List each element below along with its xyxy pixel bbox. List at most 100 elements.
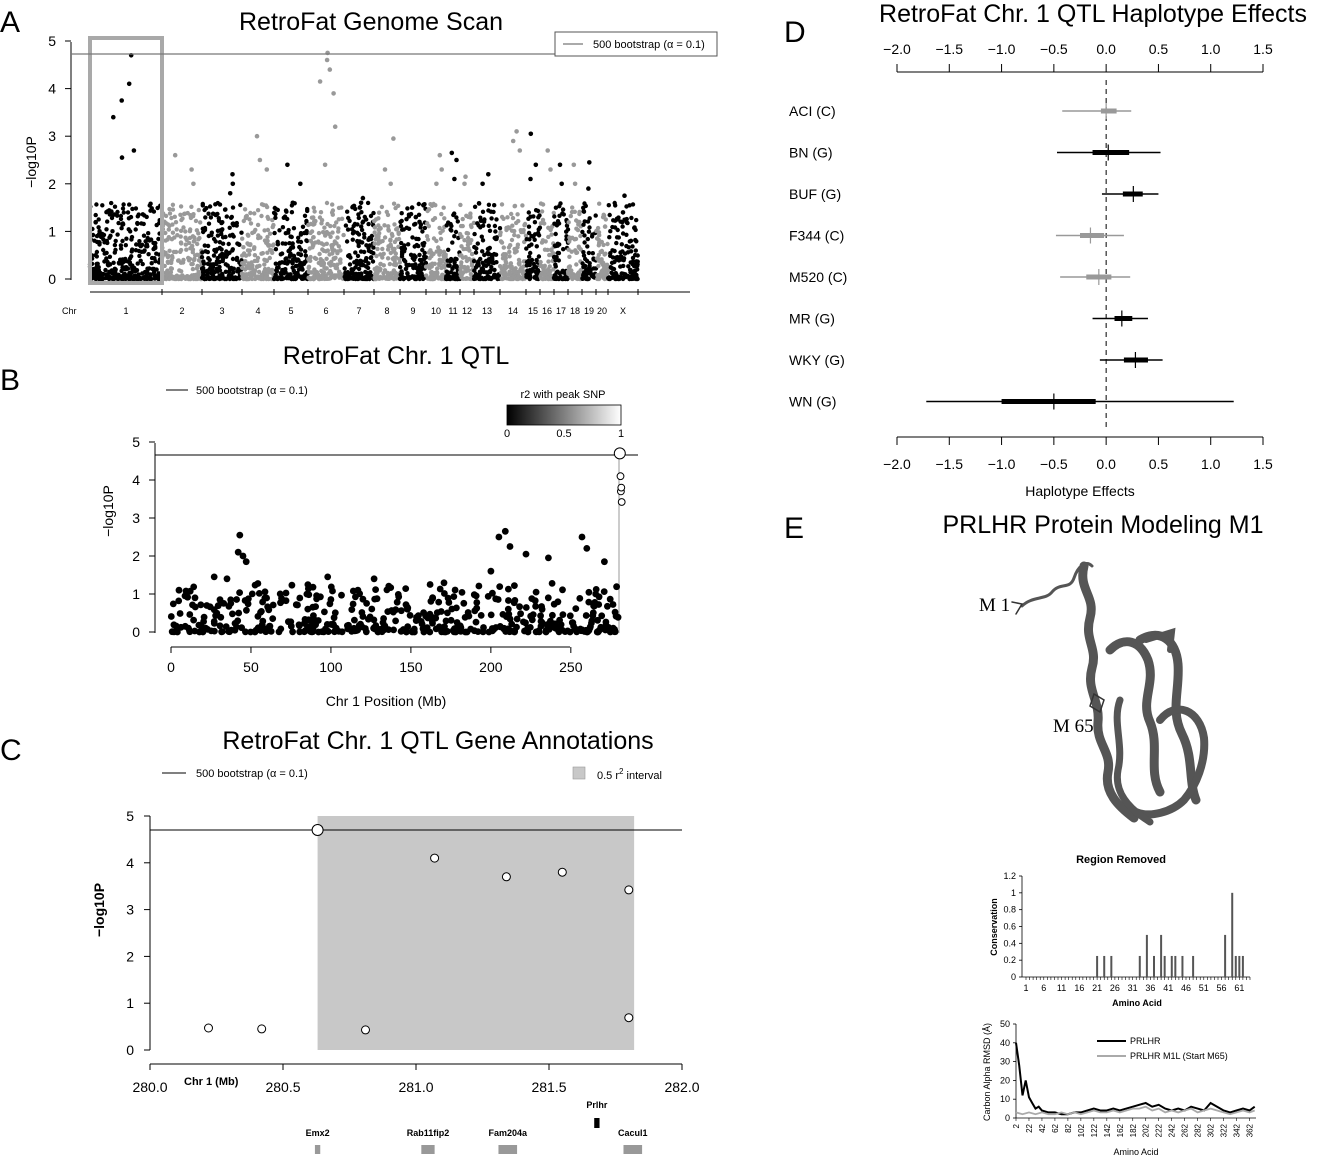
chart-a-peak-point	[434, 181, 439, 187]
chart-b-point	[578, 533, 586, 541]
chart-a-point	[113, 238, 118, 244]
chart-a-point	[271, 242, 276, 247]
chart-a-peak-point	[119, 98, 124, 103]
chart-b-point	[461, 628, 469, 636]
chart-a-point	[437, 262, 442, 268]
chart-a-point	[163, 230, 168, 236]
chart-b-point	[238, 624, 246, 632]
chart-a-point	[298, 247, 304, 252]
chart-a-point	[422, 250, 427, 256]
chart-b-point	[292, 601, 300, 609]
chart-a-point	[317, 251, 322, 257]
chart-a-point	[599, 270, 604, 275]
chart-a-point	[213, 239, 218, 244]
chart-a-point	[458, 270, 464, 275]
chart-a-point	[555, 241, 560, 246]
chart-a-point	[364, 276, 370, 282]
chart-a-point	[635, 263, 640, 269]
chart-a-point	[460, 216, 465, 222]
chart-d-xtick-label-bottom: −2.0	[883, 456, 911, 472]
chart-b-point	[352, 593, 359, 601]
chart-b-point	[527, 612, 535, 620]
chart-b-xtick-label: 0	[167, 659, 175, 675]
chart-a-point	[240, 236, 245, 241]
chart-a-point	[595, 225, 601, 231]
chart-a-point	[401, 247, 406, 252]
chart-a-point	[393, 262, 398, 268]
chart-b-point	[585, 588, 593, 596]
chart-a-chr-label: 18	[570, 306, 580, 316]
chart-a-point	[247, 217, 252, 222]
chart-b-point	[304, 626, 312, 634]
chart-a-point	[214, 266, 219, 271]
chart-a-point	[489, 216, 494, 221]
chart-a-point	[136, 212, 141, 217]
chart-b-point	[269, 601, 277, 609]
chart-b-point	[234, 548, 242, 556]
chart-a-point	[311, 205, 316, 210]
chart-a-point	[552, 274, 558, 279]
chart-a-point	[347, 262, 353, 267]
chart-a-point	[179, 260, 185, 265]
chart-e2-xlabel: Amino Acid	[1113, 1147, 1158, 1157]
chart-a-peak-point	[417, 219, 422, 225]
chart-a-peak-point	[463, 174, 468, 179]
chart-a-point	[277, 228, 282, 233]
chart-b-point	[423, 624, 431, 631]
chart-a-point	[555, 269, 560, 274]
chart-e2-ytick-label: 40	[1000, 1038, 1010, 1048]
chart-a-point	[322, 225, 327, 230]
chart-a-point	[401, 257, 407, 263]
chart-a-chr-label: 2	[179, 306, 184, 316]
chart-a-point	[416, 201, 421, 207]
chart-a-point	[198, 220, 203, 225]
chart-a-peak-point	[409, 205, 415, 210]
chart-a-point	[381, 275, 386, 280]
chart-a-point	[429, 273, 434, 278]
chart-b-point	[428, 617, 436, 625]
chart-a-point	[263, 275, 269, 280]
chart-a-point	[615, 275, 621, 281]
chart-b-point	[538, 619, 546, 626]
chart-a-point	[410, 235, 415, 240]
chart-a-point	[492, 272, 497, 277]
chart-a-point	[442, 216, 447, 221]
chart-a-point	[398, 272, 403, 277]
chart-a-peak-point	[572, 181, 578, 187]
chart-a-point	[330, 242, 336, 248]
chart-a-point	[151, 270, 157, 275]
chart-a-point	[580, 261, 585, 266]
chart-a-point	[235, 241, 240, 246]
chart-a-point	[602, 252, 607, 257]
chart-a-point	[465, 265, 470, 270]
chart-d-xlabel: Haplotype Effects	[1025, 483, 1134, 499]
chart-a-point	[353, 250, 358, 255]
chart-b-point	[479, 628, 487, 636]
chart-a-point	[492, 223, 498, 229]
chart-a-point	[549, 225, 554, 231]
chart-a-point	[581, 222, 586, 227]
chart-b-point	[248, 590, 256, 598]
chart-a-point	[372, 230, 377, 235]
chart-b-ytick-label: 1	[132, 586, 140, 602]
chart-a-xlabel: Chr	[62, 306, 77, 316]
chart-a-point	[330, 208, 336, 213]
chart-b-point	[191, 627, 199, 635]
chart-a-point	[300, 267, 305, 272]
chart-a-point	[620, 224, 625, 229]
chart-a-point	[379, 204, 385, 210]
chart-a-point	[634, 259, 639, 264]
protein-label-m65: M 65	[1053, 716, 1094, 737]
chart-a-point	[526, 224, 532, 229]
chart-a-peak-point	[119, 155, 125, 160]
chart-a-point	[518, 266, 523, 272]
chart-b-point	[344, 622, 351, 629]
chart-a-point	[412, 244, 417, 249]
chart-a-point	[311, 215, 316, 220]
chart-a-point	[130, 206, 135, 212]
chart-a-point	[220, 258, 225, 264]
chart-a-point	[101, 247, 106, 253]
chart-c-gene-label: Emx2	[306, 1128, 330, 1138]
chart-a-point	[328, 223, 333, 229]
chart-b-point	[357, 620, 364, 628]
